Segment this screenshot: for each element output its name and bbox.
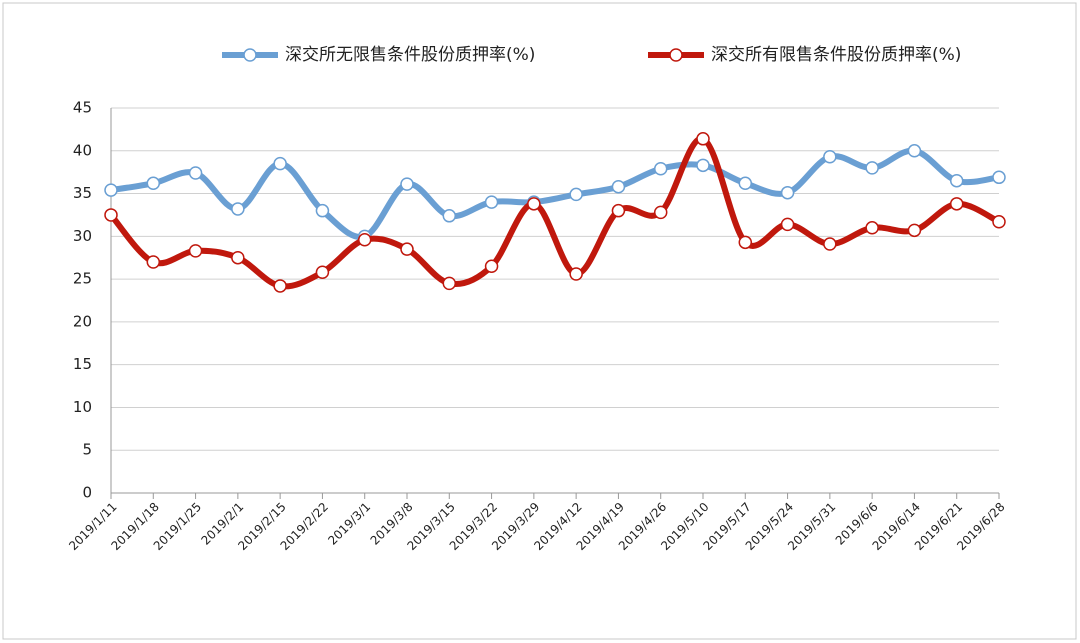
point-marker	[949, 173, 964, 188]
legend-label: 深交所无限售条件股份质押率(%)	[285, 45, 535, 65]
point-marker	[273, 279, 287, 293]
y-tick-label: 10	[73, 398, 92, 416]
legend-label: 深交所有限售条件股份质押率(%)	[711, 45, 961, 65]
point-marker	[823, 150, 837, 164]
point-marker	[865, 221, 879, 235]
point-marker	[104, 183, 118, 197]
point-marker	[738, 176, 753, 191]
point-marker	[484, 259, 499, 274]
point-marker	[146, 176, 161, 191]
point-marker	[188, 244, 203, 258]
point-marker	[273, 156, 287, 171]
point-marker	[527, 197, 541, 211]
point-marker	[653, 205, 668, 220]
point-marker	[569, 187, 583, 202]
y-tick-label: 0	[82, 484, 92, 502]
point-marker	[653, 161, 668, 176]
point-marker	[484, 195, 499, 209]
point-marker	[823, 237, 837, 251]
y-tick-label: 30	[73, 227, 92, 245]
point-marker	[400, 242, 414, 256]
point-marker	[442, 276, 457, 291]
point-marker	[442, 209, 457, 223]
y-tick-label: 5	[82, 441, 92, 459]
y-tick-label: 45	[73, 99, 92, 117]
point-marker	[569, 267, 583, 281]
point-marker	[780, 217, 795, 232]
point-marker	[315, 265, 330, 280]
y-tick-label: 15	[73, 355, 92, 373]
point-marker	[949, 197, 964, 211]
point-marker	[992, 215, 1006, 229]
point-marker	[611, 203, 626, 218]
y-tick-label: 20	[73, 312, 92, 330]
point-marker	[188, 166, 203, 180]
point-marker	[146, 255, 161, 269]
point-marker	[738, 235, 753, 250]
point-marker	[780, 185, 795, 200]
point-marker	[992, 170, 1006, 185]
point-marker	[400, 177, 414, 191]
point-marker	[696, 158, 710, 173]
series-line	[110, 147, 1000, 240]
point-marker	[696, 132, 710, 146]
point-marker	[315, 203, 330, 218]
point-marker	[231, 202, 245, 216]
legend-marker	[243, 48, 257, 62]
point-marker	[611, 179, 626, 194]
y-tick-label: 25	[73, 270, 92, 288]
y-tick-label: 40	[73, 141, 92, 159]
point-marker	[865, 161, 879, 175]
point-marker	[907, 223, 922, 238]
point-marker	[357, 233, 372, 247]
y-tick-label: 35	[73, 184, 92, 202]
point-marker	[907, 144, 922, 158]
point-marker	[231, 250, 245, 265]
point-marker	[104, 208, 118, 222]
series-line	[108, 135, 1001, 290]
legend-marker	[669, 48, 683, 62]
